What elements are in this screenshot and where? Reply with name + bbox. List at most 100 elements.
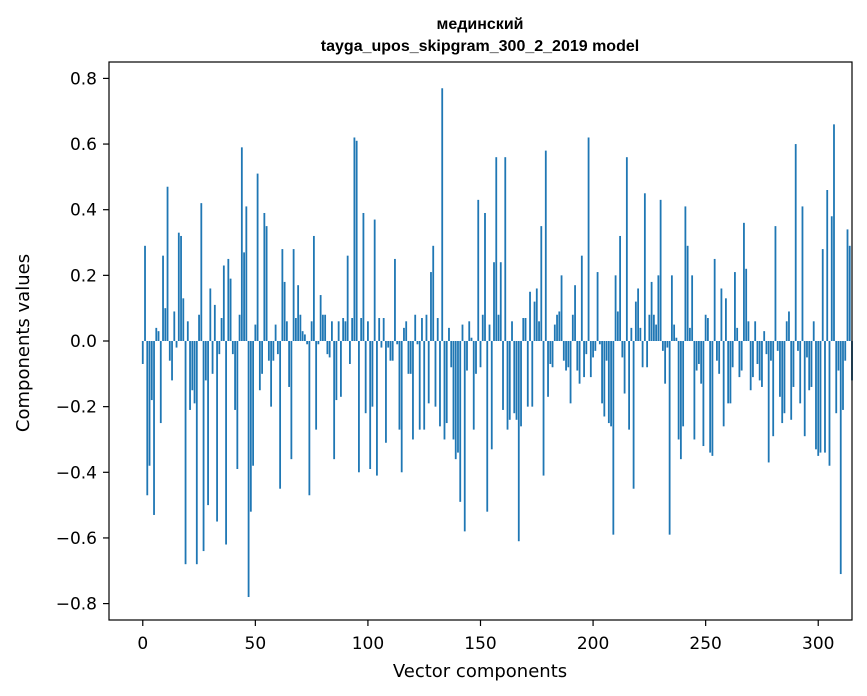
bar xyxy=(722,341,725,427)
bar xyxy=(263,212,266,341)
bar xyxy=(520,341,522,427)
bar xyxy=(162,255,164,341)
x-tick-label: 100 xyxy=(352,634,384,654)
bar xyxy=(538,321,540,341)
bar xyxy=(797,341,799,351)
axes: 0 50 100 150 200 250 300 −0.8 −0.6 −0.4 −0.2 0.0 0.2… xyxy=(56,61,853,654)
bar xyxy=(745,268,748,341)
bar xyxy=(675,337,678,341)
bar xyxy=(833,124,835,341)
bar xyxy=(844,341,847,361)
bar xyxy=(808,341,811,391)
bar xyxy=(335,341,338,401)
bar xyxy=(819,341,822,453)
y-tick-label: 0.6 xyxy=(70,135,97,155)
bar xyxy=(774,226,777,341)
bar xyxy=(610,341,612,427)
bar xyxy=(576,341,579,371)
bar xyxy=(371,341,374,407)
bar xyxy=(639,327,642,341)
bar xyxy=(810,341,813,387)
bar xyxy=(315,341,318,430)
bar xyxy=(144,245,146,341)
bar xyxy=(794,144,797,341)
bar xyxy=(740,341,743,371)
bar xyxy=(583,341,585,378)
bar xyxy=(477,199,480,341)
bar xyxy=(247,341,250,598)
bar xyxy=(175,341,178,348)
bar xyxy=(704,314,707,341)
bar xyxy=(571,314,574,341)
bar xyxy=(274,324,277,341)
bar xyxy=(180,235,182,341)
bar xyxy=(470,337,473,341)
bar xyxy=(679,341,682,460)
y-tick-label: −0.8 xyxy=(56,595,97,615)
bar xyxy=(436,318,439,341)
bar xyxy=(801,206,804,341)
bar xyxy=(709,341,712,453)
bar xyxy=(549,341,552,364)
bar xyxy=(272,341,275,361)
bar xyxy=(285,321,288,341)
y-tick-label: 0.0 xyxy=(70,332,97,352)
bar xyxy=(252,341,254,466)
bar xyxy=(265,226,268,341)
bar xyxy=(430,272,432,341)
bar xyxy=(346,255,349,341)
bar xyxy=(621,341,624,358)
bar xyxy=(839,341,842,575)
bar xyxy=(601,341,603,404)
bar xyxy=(821,249,824,341)
bar xyxy=(209,288,212,341)
bar xyxy=(398,341,401,430)
y-tick-label: 0.4 xyxy=(70,201,97,221)
bar xyxy=(713,258,716,341)
bar xyxy=(734,272,736,341)
bar xyxy=(290,341,293,460)
bar xyxy=(472,341,475,430)
bar xyxy=(427,341,430,404)
bar xyxy=(141,341,144,364)
bar xyxy=(752,341,754,378)
bar xyxy=(245,206,248,341)
bar xyxy=(673,324,676,341)
bar xyxy=(666,341,669,348)
bar xyxy=(544,150,547,341)
bar xyxy=(502,341,504,410)
bar xyxy=(506,341,509,430)
bar xyxy=(443,341,446,440)
bar xyxy=(358,341,360,473)
bar xyxy=(306,341,309,345)
bar xyxy=(670,275,673,341)
bar xyxy=(779,341,781,397)
bar xyxy=(153,341,155,515)
bar xyxy=(830,216,833,341)
bar xyxy=(202,341,205,552)
bar xyxy=(186,321,189,341)
bar xyxy=(587,137,590,341)
bar xyxy=(333,341,336,460)
bar xyxy=(707,318,709,341)
bar xyxy=(508,341,511,420)
bar xyxy=(691,275,694,341)
bar xyxy=(225,341,227,545)
bar xyxy=(385,341,387,443)
bar xyxy=(396,341,399,345)
bar xyxy=(767,341,770,463)
bar xyxy=(367,321,369,341)
bar xyxy=(846,229,849,341)
bar xyxy=(254,324,257,341)
bar xyxy=(216,341,218,522)
bar xyxy=(792,341,795,387)
bar-series xyxy=(141,88,853,598)
bar xyxy=(369,341,372,470)
bar xyxy=(463,341,466,532)
bar xyxy=(425,314,428,341)
bar xyxy=(499,262,502,341)
bar xyxy=(562,341,565,361)
bar xyxy=(558,311,561,341)
bar xyxy=(337,321,340,341)
